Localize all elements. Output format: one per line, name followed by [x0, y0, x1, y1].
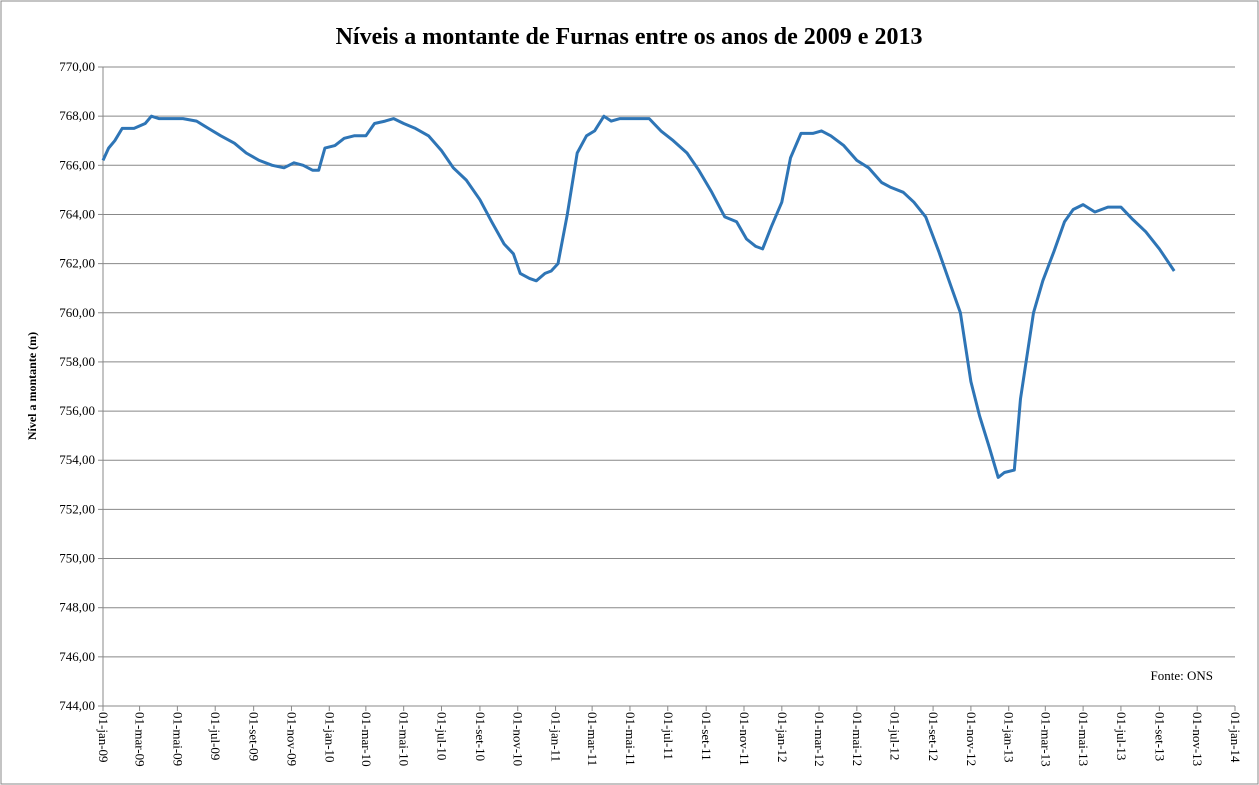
x-tick-label: 01-nov-13	[1190, 712, 1205, 766]
x-tick-label: 01-mai-09	[170, 712, 185, 766]
x-tick-label: 01-set-09	[247, 712, 262, 761]
x-tick-label: 01-jul-10	[434, 712, 449, 760]
x-tick-label: 01-nov-09	[284, 712, 299, 766]
x-tick-label: 01-mar-10	[359, 712, 374, 767]
x-tick-label: 01-set-10	[473, 712, 488, 761]
y-tick-label: 770,00	[59, 59, 95, 74]
x-tick-label: 01-jan-14	[1228, 712, 1243, 763]
x-tick-label: 01-mar-13	[1038, 712, 1053, 767]
y-tick-label: 760,00	[59, 305, 95, 320]
x-tick-label: 01-jul-13	[1114, 712, 1129, 760]
x-tick-label: 01-jul-11	[661, 712, 676, 760]
x-tick-label: 01-jan-09	[96, 712, 111, 763]
x-tick-label: 01-jul-09	[208, 712, 223, 760]
y-axis-label: Nível a montante (m)	[25, 332, 39, 440]
x-tick-label: 01-mar-12	[812, 712, 827, 767]
y-tick-label: 744,00	[59, 698, 95, 713]
y-tick-label: 746,00	[59, 649, 95, 664]
data-line	[101, 114, 1176, 479]
y-tick-label: 752,00	[59, 501, 95, 516]
x-tick-label: 01-mai-12	[850, 712, 865, 766]
y-tick-label: 764,00	[59, 206, 95, 221]
y-tick-label: 750,00	[59, 551, 95, 566]
y-tick-label: 754,00	[59, 452, 95, 467]
x-tick-label: 01-set-12	[926, 712, 941, 761]
x-tick-label: 01-nov-11	[737, 712, 752, 766]
x-tick-label: 01-jan-10	[322, 712, 337, 763]
y-tick-label: 758,00	[59, 354, 95, 369]
y-tick-label: 762,00	[59, 256, 95, 271]
chart-title: Níveis a montante de Furnas entre os ano…	[336, 24, 923, 50]
y-tick-label: 768,00	[59, 108, 95, 123]
x-tick-label: 01-set-13	[1152, 712, 1167, 761]
x-tick-label: 01-mai-10	[397, 712, 412, 766]
y-tick-label: 766,00	[59, 157, 95, 172]
x-tick-label: 01-jan-11	[549, 712, 564, 762]
x-tick-label: 01-nov-10	[511, 712, 526, 766]
x-tick-label: 01-jul-12	[888, 712, 903, 760]
x-tick-label: 01-jan-13	[1002, 712, 1017, 763]
x-tick-label: 01-nov-12	[964, 712, 979, 766]
x-tick-label: 01-mar-11	[585, 712, 600, 766]
x-tick-label: 01-jan-12	[775, 712, 790, 763]
x-tick-label: 01-mar-09	[133, 712, 148, 767]
x-tick-label: 01-mai-11	[623, 712, 638, 766]
y-tick-label: 748,00	[59, 600, 95, 615]
y-tick-label: 756,00	[59, 403, 95, 418]
x-tick-label: 01-set-11	[699, 712, 714, 761]
x-tick-label: 01-mai-13	[1076, 712, 1091, 766]
annotation: Fonte: ONS	[1151, 668, 1213, 683]
